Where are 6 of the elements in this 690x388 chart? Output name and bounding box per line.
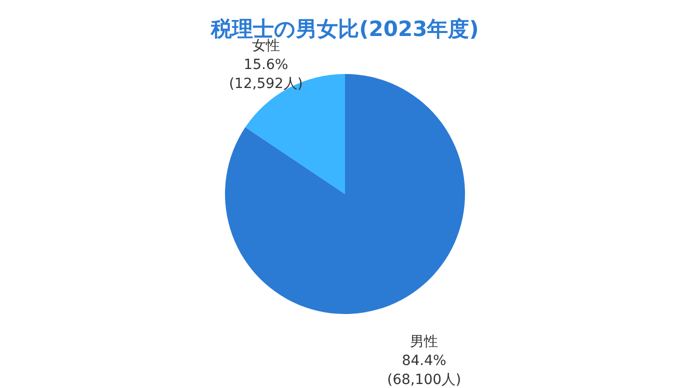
data-label: 15.6%: [244, 56, 288, 73]
slice-label: 女性: [252, 38, 280, 54]
slice-label: 男性: [410, 334, 438, 350]
pie-slice: [225, 74, 465, 314]
data-label: 84.4%: [402, 353, 446, 370]
text: (68,100人): [387, 372, 462, 388]
